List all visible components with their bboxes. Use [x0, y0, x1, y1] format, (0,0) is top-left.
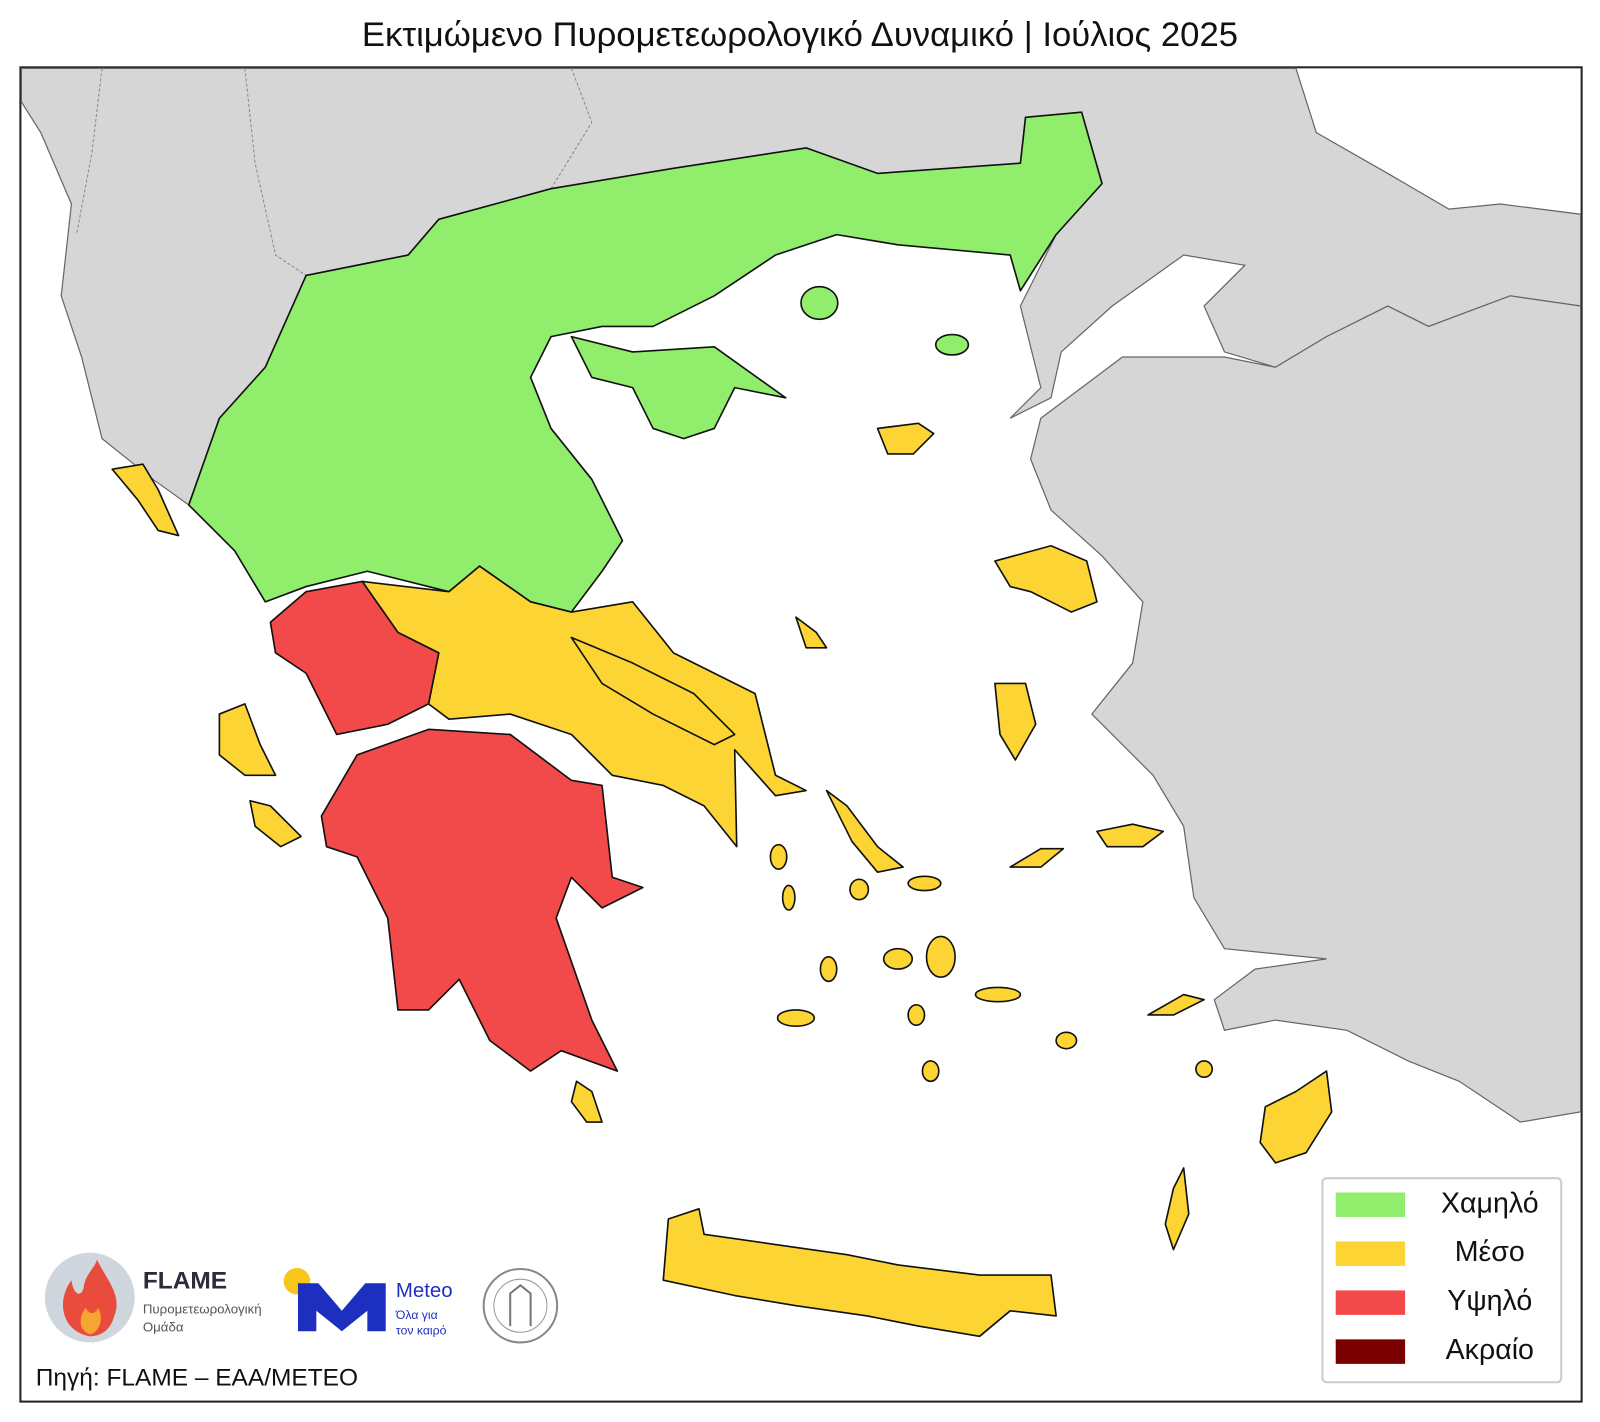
meteo-logo: Meteo Όλα για τον καιρό [283, 1267, 453, 1337]
ikaria [1009, 847, 1065, 868]
flame-name: FLAME [143, 1268, 227, 1295]
kea [769, 843, 788, 870]
sifnos [819, 956, 838, 983]
meteo-slogan: τον καιρό [396, 1323, 447, 1337]
map-title: Εκτιμώμενο Πυρομετεωρολογικό Δυναμικό | … [362, 16, 1238, 54]
source: Πηγή: FLAME – ΕΑΑ/METEO [36, 1365, 358, 1392]
astypalaia [1055, 1031, 1078, 1050]
flame-shape [62, 1259, 117, 1337]
ios [907, 1003, 926, 1027]
kythnos [781, 884, 796, 911]
legend: Χαμηλό Μέσο Υψηλό Ακραίο [1321, 1177, 1563, 1384]
naxos [925, 935, 956, 979]
santorini [921, 1060, 940, 1083]
cyclades [769, 843, 1214, 1083]
mykonos [907, 875, 942, 892]
legend-swatch [1335, 1192, 1406, 1217]
meteo-name: Meteo [396, 1280, 453, 1302]
seal-figure [509, 1284, 532, 1327]
neighbour-turkey [1029, 295, 1582, 1123]
samothrace [934, 333, 970, 356]
kythira [570, 1080, 603, 1123]
map-frame [19, 66, 1583, 1403]
amorgos [974, 986, 1022, 1003]
samos [1096, 823, 1165, 848]
chalkidiki [570, 335, 787, 440]
peloponnese [320, 728, 644, 1072]
legend-label: Ακραίο [1446, 1334, 1534, 1366]
legend-label: Μέσο [1455, 1236, 1525, 1268]
syros [849, 878, 870, 901]
flame-core [80, 1307, 101, 1335]
lesvos [994, 544, 1098, 613]
regions [111, 111, 1333, 1338]
lemnos [876, 422, 935, 455]
seal-inner [493, 1278, 548, 1333]
observatory-seal [482, 1267, 559, 1344]
legend-swatch [1335, 1290, 1406, 1315]
paros [882, 947, 914, 970]
seal-outer [482, 1267, 559, 1344]
legend-box [1321, 1177, 1563, 1384]
flame-logo: FLAME Πυρομετεωρολογική Ομάδα [44, 1252, 262, 1343]
andros [825, 789, 904, 873]
corfu [111, 463, 180, 537]
euboea [570, 636, 736, 746]
chios [994, 682, 1037, 761]
legend-swatch [1335, 1339, 1406, 1364]
region-central [361, 565, 807, 848]
border [76, 68, 593, 276]
milos [776, 1009, 816, 1028]
skyros [795, 616, 828, 649]
karpathos [1164, 1167, 1190, 1251]
region-west [269, 580, 440, 736]
meteo-mark [297, 1283, 386, 1332]
thassos [800, 285, 839, 321]
crete [662, 1207, 1057, 1338]
flame-subtitle: Πυρομετεωρολογική [143, 1301, 262, 1316]
kos [1147, 993, 1205, 1016]
legend-label: Υψηλό [1447, 1285, 1532, 1317]
tilos [1195, 1060, 1214, 1079]
legend-label: Χαμηλό [1441, 1187, 1539, 1219]
kefalonia [249, 799, 302, 848]
flame-subtitle: Ομάδα [143, 1320, 184, 1335]
lefkada [218, 703, 277, 777]
rhodes [1259, 1070, 1333, 1164]
meteo-slogan: Όλα για [395, 1308, 438, 1322]
legend-swatch [1335, 1241, 1406, 1266]
